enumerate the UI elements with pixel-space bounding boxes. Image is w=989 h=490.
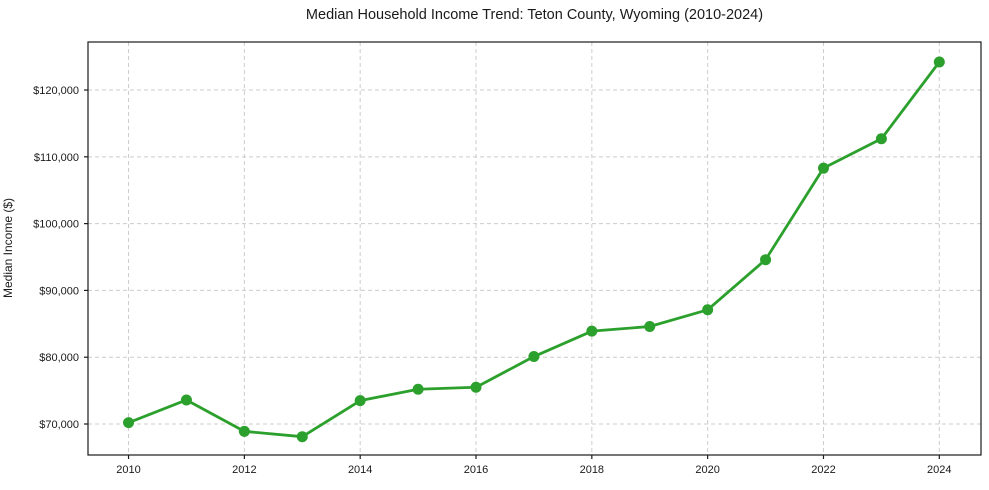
- data-point: [817, 162, 829, 174]
- data-point: [875, 133, 887, 145]
- data-point: [760, 254, 772, 266]
- data-point: [238, 425, 250, 437]
- y-tick-label: $120,000: [33, 85, 79, 97]
- x-tick-label: 2010: [116, 464, 140, 476]
- data-point: [702, 304, 714, 316]
- x-tick-label: 2020: [695, 464, 719, 476]
- x-tick-label: 2012: [232, 464, 256, 476]
- data-point: [296, 431, 308, 443]
- data-point: [528, 351, 540, 363]
- x-tick-label: 2024: [927, 464, 951, 476]
- data-point: [933, 56, 945, 68]
- y-tick-label: $90,000: [39, 285, 79, 297]
- x-tick-label: 2014: [348, 464, 372, 476]
- x-tick-label: 2022: [811, 464, 835, 476]
- data-point: [354, 395, 366, 407]
- data-point: [123, 417, 135, 429]
- data-point: [180, 394, 192, 406]
- data-point: [412, 383, 424, 395]
- data-point: [644, 320, 656, 332]
- y-tick-label: $110,000: [34, 152, 79, 164]
- y-tick-label: $70,000: [39, 419, 79, 431]
- chart-title: Median Household Income Trend: Teton Cou…: [305, 7, 764, 23]
- data-line: [127, 60, 941, 439]
- y-tick-label: $80,000: [39, 352, 79, 364]
- plot-border: [87, 41, 982, 456]
- x-tick-label: 2016: [464, 464, 488, 476]
- data-point: [586, 325, 598, 337]
- x-tick-label: 2018: [580, 464, 604, 476]
- data-point: [470, 381, 482, 393]
- y-tick-label: $100,000: [33, 219, 79, 231]
